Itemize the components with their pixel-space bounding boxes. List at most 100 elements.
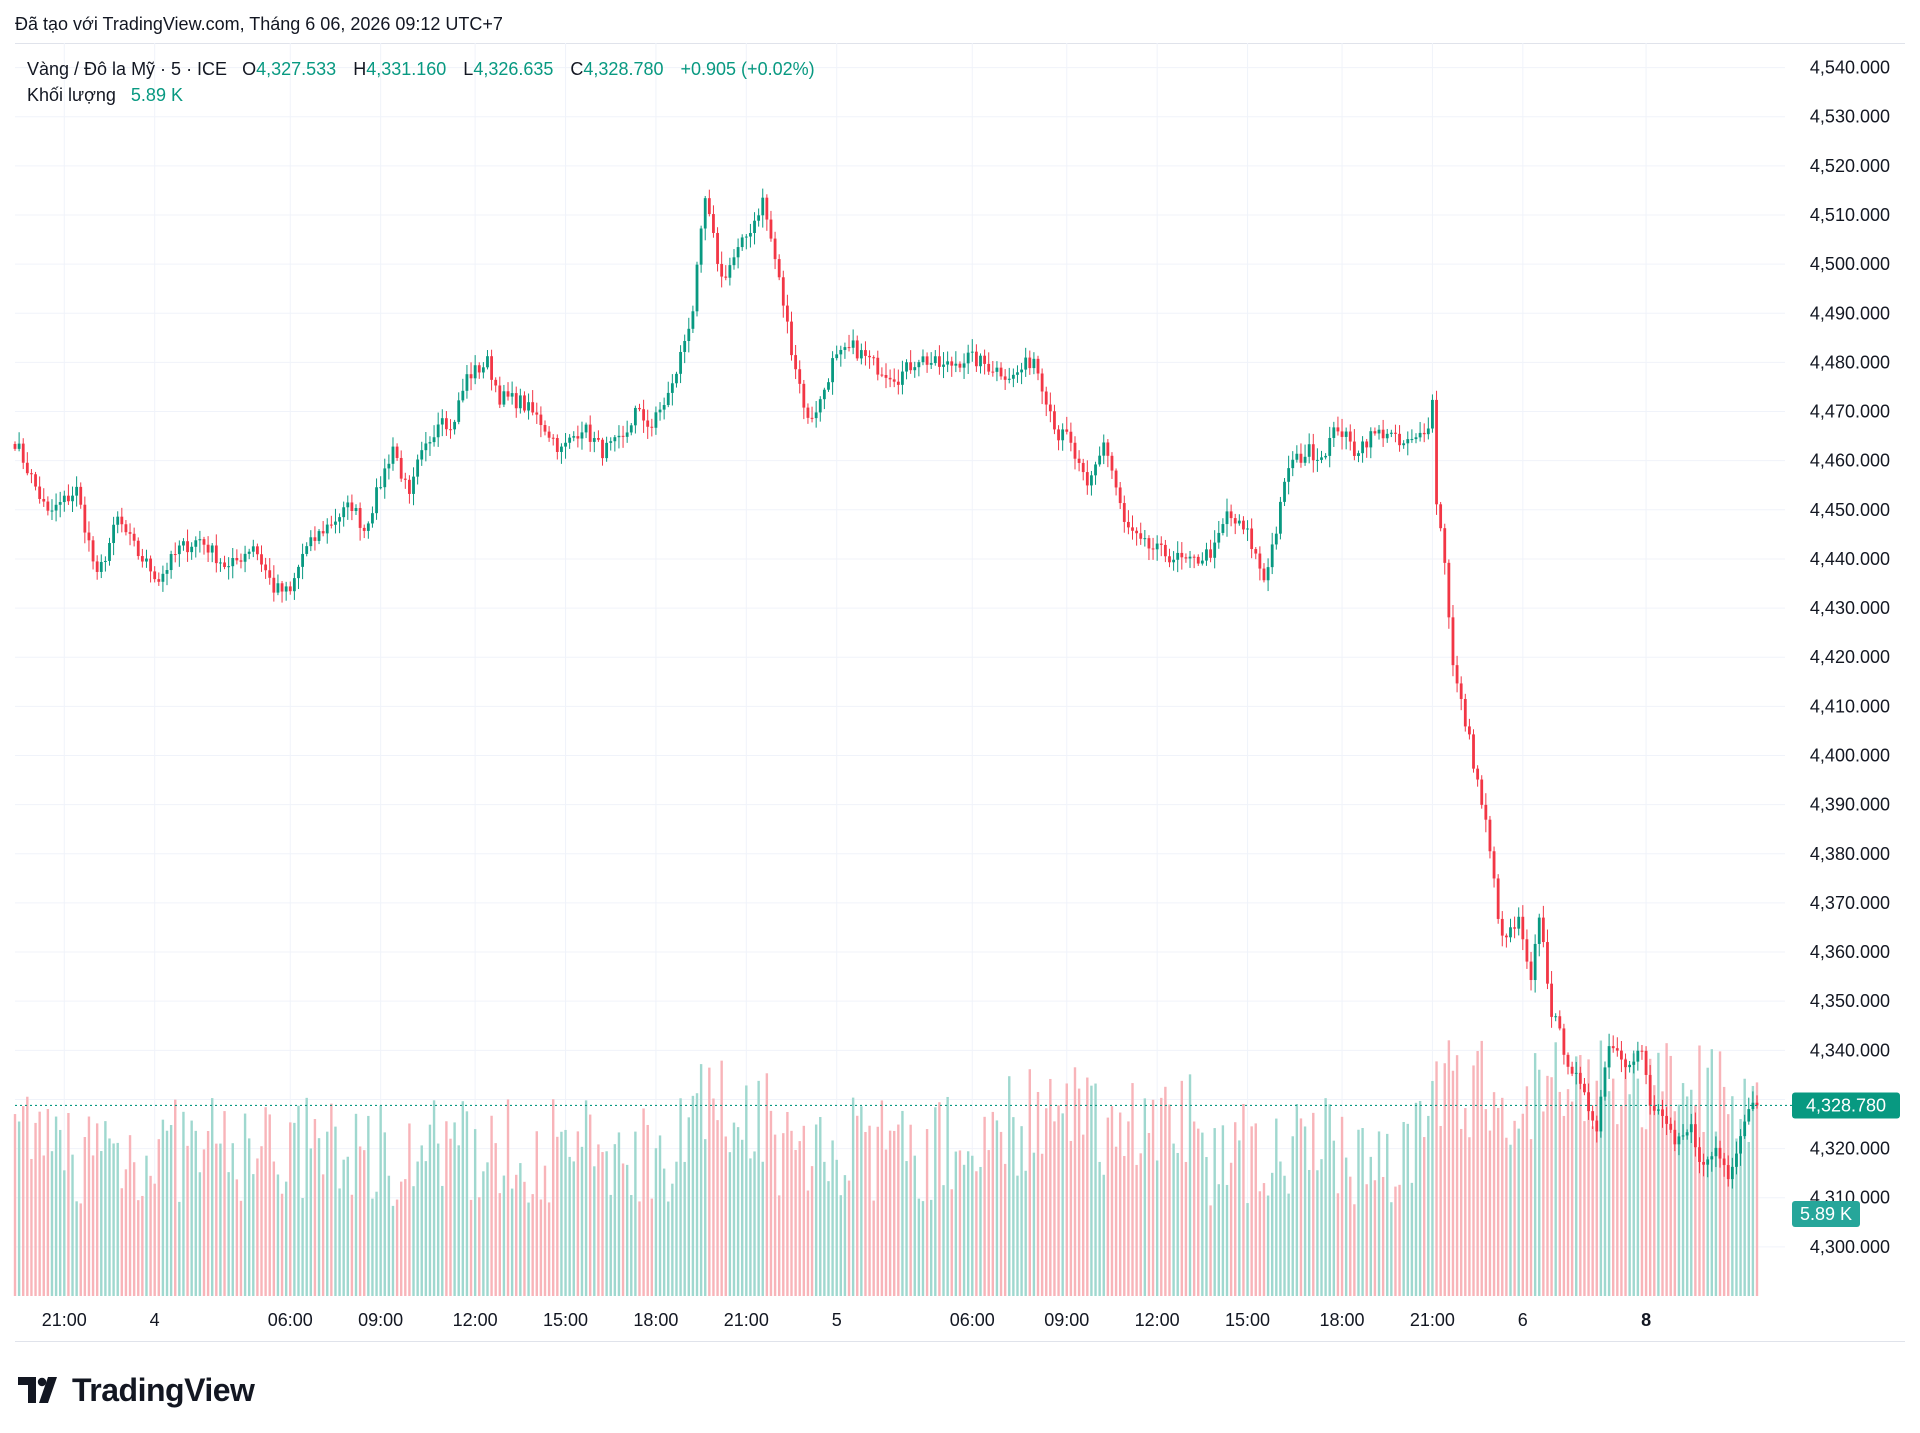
candle-body — [313, 537, 317, 541]
volume-bar — [1669, 1055, 1672, 1296]
candlestick-chart[interactable]: 4,300.0004,310.0004,320.0004,330.0004,34… — [0, 0, 1920, 1340]
volume-bar — [108, 1138, 111, 1296]
volume-bar — [1270, 1172, 1274, 1296]
volume-bar — [1094, 1083, 1097, 1296]
volume-bar — [954, 1151, 958, 1296]
price-tick-label: 4,300.000 — [1810, 1237, 1890, 1257]
candle-body — [1369, 431, 1373, 448]
candle-body — [223, 562, 226, 568]
volume-bar — [1287, 1193, 1290, 1296]
volume-bar — [1595, 1080, 1598, 1296]
volume-bar — [428, 1124, 432, 1296]
volume-bar — [169, 1125, 173, 1296]
volume-bar — [1546, 1075, 1549, 1296]
time-tick-label: 09:00 — [358, 1310, 403, 1330]
candle-body — [1451, 617, 1455, 666]
price-tick-label: 4,380.000 — [1810, 844, 1890, 864]
volume-bar — [1151, 1099, 1155, 1296]
price-tick-label: 4,480.000 — [1810, 352, 1890, 372]
candle-body — [481, 367, 485, 373]
volume-bar — [153, 1183, 156, 1296]
time-tick-label: 06:00 — [950, 1310, 995, 1330]
change-value: +0.905 (+0.02%) — [680, 59, 815, 79]
volume-bar — [1073, 1067, 1077, 1296]
price-tick-label: 4,490.000 — [1810, 303, 1890, 323]
candle-body — [87, 532, 91, 541]
last-price-badge[interactable] — [1792, 1092, 1900, 1119]
volume-bar — [174, 1099, 177, 1296]
candle-body — [440, 418, 444, 425]
candle-body — [847, 347, 851, 349]
candle-body — [1722, 1158, 1726, 1166]
volume-label[interactable]: Khối lượng — [27, 85, 116, 105]
candle-body — [1525, 939, 1529, 962]
volume-bar — [1307, 1169, 1311, 1296]
volume-bar — [1410, 1182, 1414, 1296]
candle-body — [1529, 961, 1533, 981]
volume-bar — [1644, 1129, 1648, 1296]
volume-bar — [568, 1156, 571, 1296]
volume-bar — [819, 1116, 822, 1296]
volume-bar — [371, 1198, 374, 1296]
candle-body — [95, 561, 99, 572]
candle-body — [1644, 1050, 1648, 1075]
volume-bar — [823, 1161, 826, 1296]
candle-body — [1710, 1156, 1714, 1160]
volume-bar — [1254, 1123, 1257, 1296]
volume-bar — [1188, 1074, 1192, 1296]
candle-body — [794, 355, 798, 370]
high-value: 4,331.160 — [366, 59, 447, 79]
symbol-label[interactable]: Vàng / Đô la Mỹ · 5 · ICE — [27, 59, 228, 79]
volume-bar — [1529, 1139, 1533, 1296]
candle-body — [1468, 726, 1471, 735]
candle-body — [1246, 528, 1249, 530]
volume-bar — [613, 1144, 617, 1296]
candle-body — [1200, 560, 1204, 564]
volume-bar — [765, 1073, 769, 1296]
volume-bar — [872, 1200, 875, 1296]
volume-bar — [1361, 1127, 1364, 1296]
volume-bar — [1040, 1153, 1044, 1296]
volume-bar — [901, 1110, 904, 1296]
candle-body — [1578, 1072, 1582, 1084]
candle-body — [301, 553, 304, 567]
volume-bar — [194, 1130, 197, 1296]
price-tick-label: 4,410.000 — [1810, 696, 1890, 716]
volume-bar — [1127, 1121, 1130, 1296]
volume-bar — [1184, 1161, 1188, 1296]
candle-body — [1143, 538, 1147, 540]
time-tick-label: 12:00 — [1135, 1310, 1180, 1330]
chart-legend: Vàng / Đô la Mỹ · 5 · ICE O4,327.533 H4,… — [27, 56, 827, 108]
candle-body — [1188, 556, 1192, 559]
candle-body — [884, 374, 888, 378]
candle-body — [666, 392, 670, 406]
candle-body — [1032, 358, 1036, 369]
volume-bar — [1324, 1098, 1327, 1296]
volume-bar — [1431, 1081, 1434, 1296]
volume-bar — [1640, 1127, 1644, 1296]
volume-bar — [1390, 1202, 1393, 1296]
volume-bar — [1336, 1193, 1340, 1296]
volume-bar — [1501, 1097, 1504, 1296]
candle-body — [757, 215, 761, 221]
candle-body — [67, 495, 70, 502]
last-volume-badge[interactable] — [1792, 1201, 1860, 1227]
candle-body — [1455, 665, 1459, 684]
volume-bar — [215, 1143, 218, 1296]
candle-body — [1751, 1102, 1755, 1110]
candle-body — [1254, 549, 1258, 554]
volume-bar — [1291, 1136, 1294, 1296]
volume-bar — [1262, 1183, 1266, 1296]
volume-bar — [1320, 1159, 1323, 1296]
candle-body — [1546, 942, 1549, 984]
volume-bar — [966, 1151, 970, 1296]
volume-bar — [1238, 1140, 1241, 1296]
tradingview-brand[interactable]: TradingView — [18, 1372, 255, 1408]
volume-bar — [1012, 1117, 1015, 1296]
candle-body — [1636, 1050, 1640, 1062]
candle-body — [1106, 442, 1110, 456]
volume-bar — [1303, 1126, 1307, 1296]
volume-bar — [1299, 1118, 1303, 1296]
candle-body — [420, 450, 424, 460]
candle-body — [1574, 1072, 1578, 1074]
